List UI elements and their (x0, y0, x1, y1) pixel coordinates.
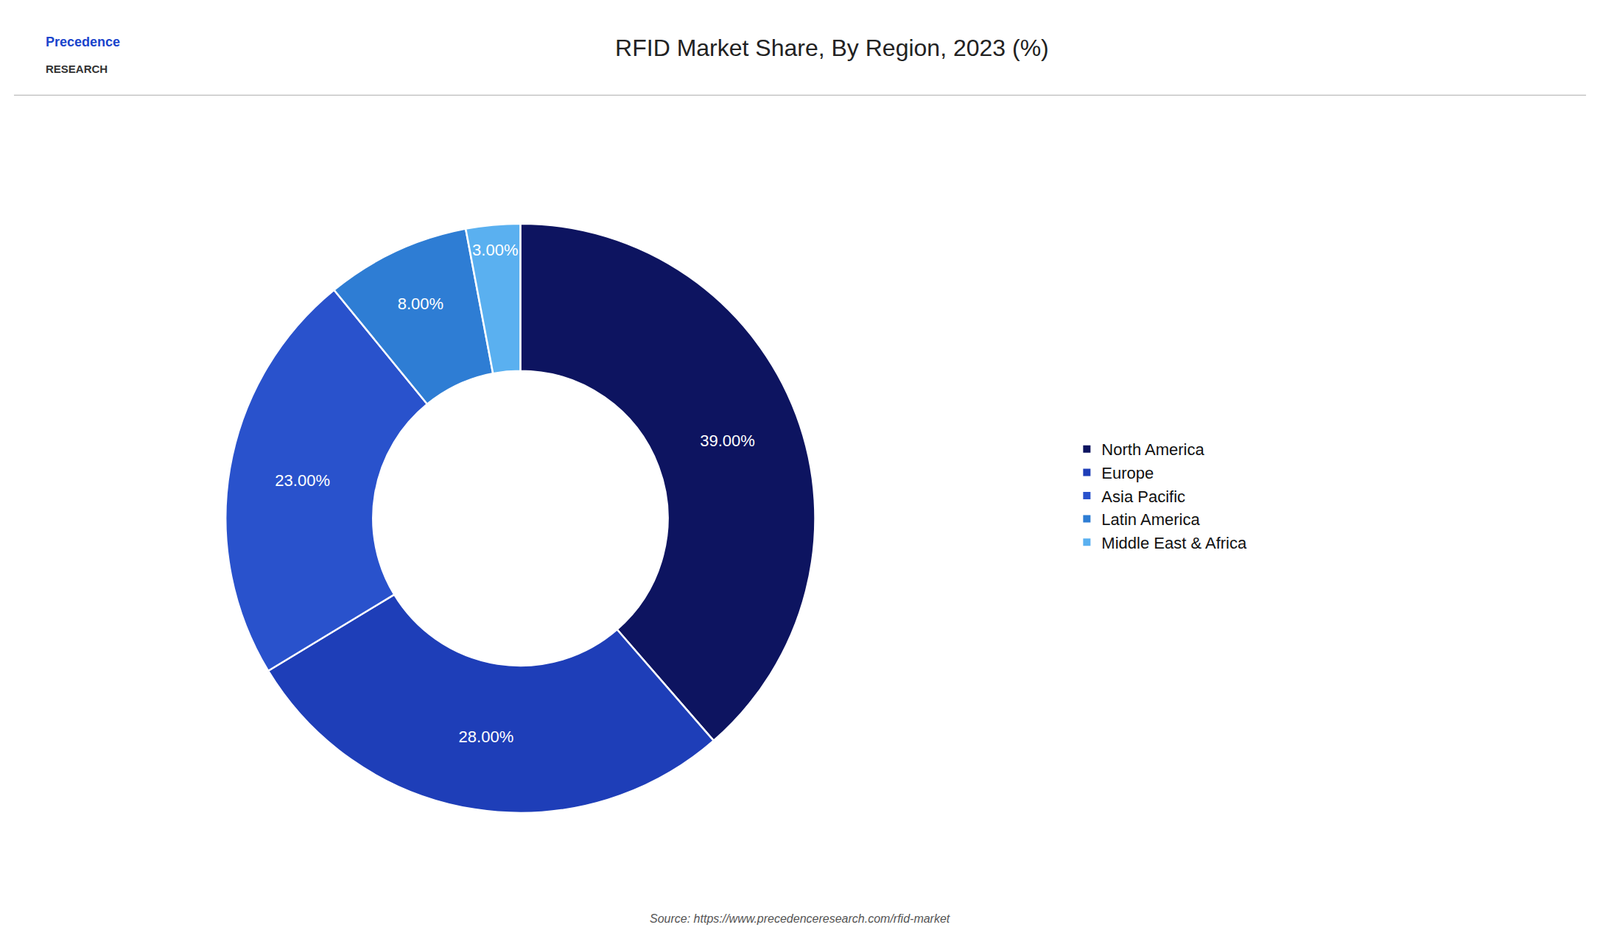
svg-text:Source: https://www.precedence: Source: https://www.precedenceresearch.c… (649, 912, 951, 926)
svg-text:Asia Pacific: Asia Pacific (1101, 487, 1186, 507)
svg-text:28.00%: 28.00% (458, 727, 515, 747)
svg-text:Latin America: Latin America (1101, 510, 1200, 529)
svg-text:Europe: Europe (1101, 464, 1154, 483)
svg-text:Middle East & Africa: Middle East & Africa (1101, 534, 1248, 553)
svg-text:North America: North America (1101, 440, 1205, 459)
svg-text:3.00%: 3.00% (472, 240, 518, 260)
svg-text:RESEARCH: RESEARCH (45, 62, 108, 76)
svg-text:23.00%: 23.00% (274, 471, 331, 490)
svg-text:39.00%: 39.00% (699, 431, 756, 451)
svg-text:RFID Market Share, By Region,: RFID Market Share, By Region, 2023 (%) (615, 34, 1049, 62)
svg-text:8.00%: 8.00% (397, 294, 444, 314)
svg-text:Precedence: Precedence (45, 34, 121, 50)
